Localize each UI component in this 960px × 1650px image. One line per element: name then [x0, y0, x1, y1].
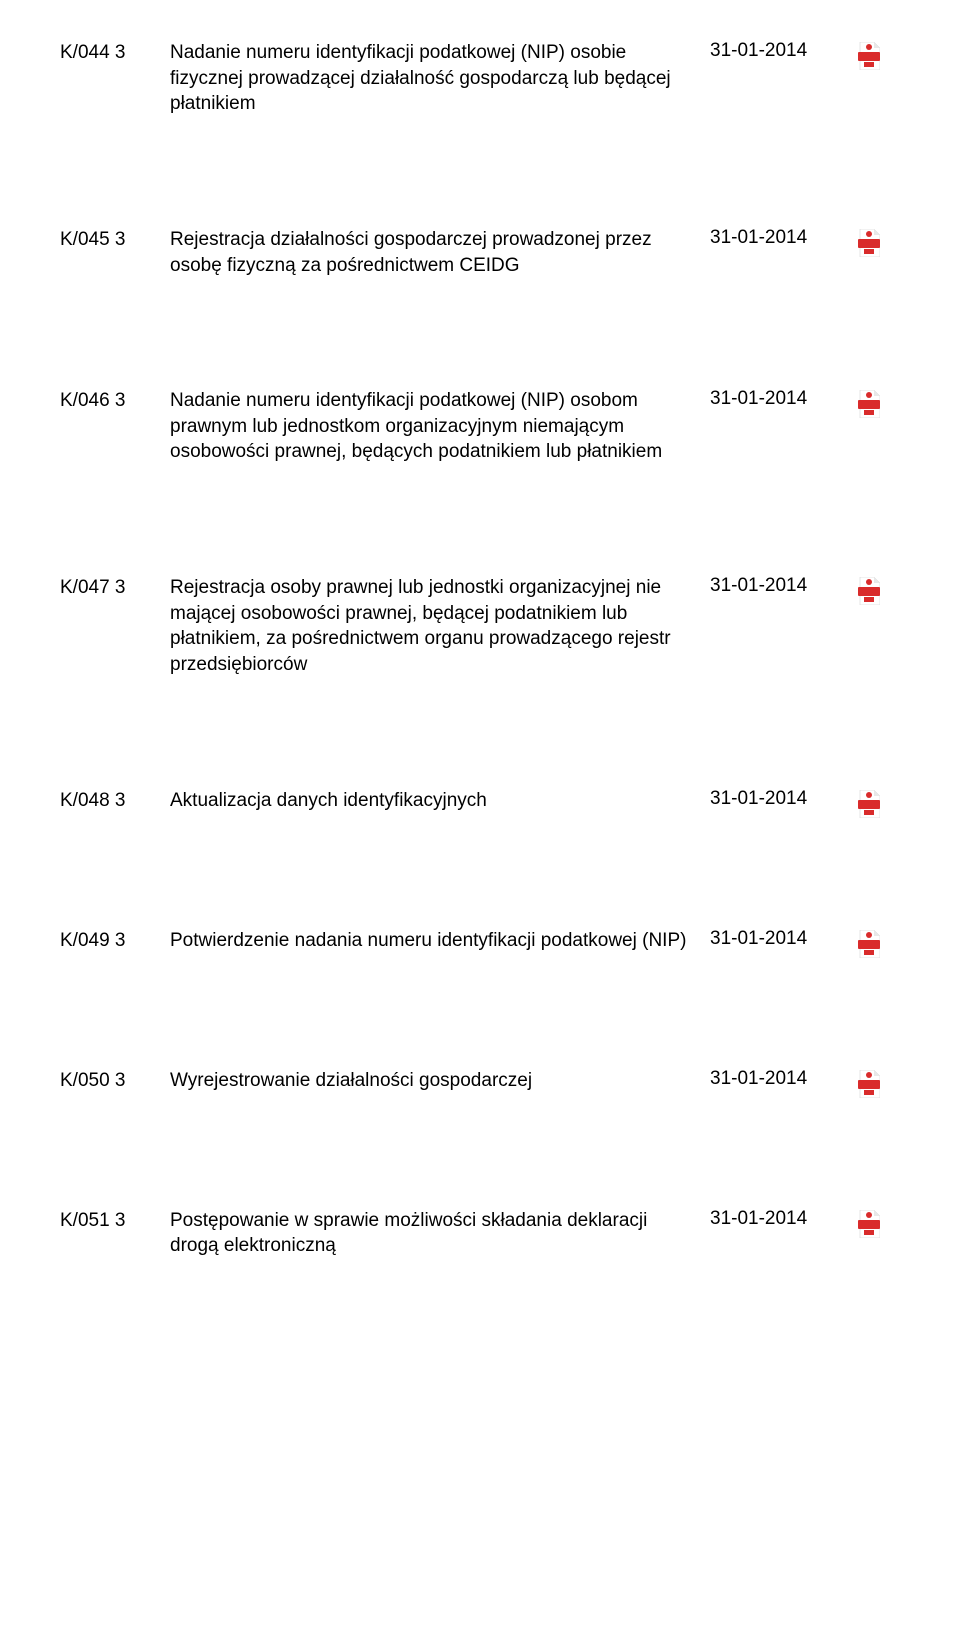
row-icon-cell [840, 575, 880, 605]
row-description: Postępowanie w sprawie możliwości składa… [170, 1208, 710, 1259]
pdf-icon[interactable] [858, 790, 880, 818]
pdf-icon[interactable] [858, 1210, 880, 1238]
table-row: K/047 3 Rejestracja osoby prawnej lub je… [60, 575, 880, 678]
pdf-icon[interactable] [858, 229, 880, 257]
row-description: Rejestracja osoby prawnej lub jednostki … [170, 575, 710, 678]
row-code: K/045 3 [60, 227, 170, 251]
pdf-icon[interactable] [858, 390, 880, 418]
row-date: 31-01-2014 [710, 227, 840, 249]
table-row: K/044 3 Nadanie numeru identyfikacji pod… [60, 40, 880, 117]
row-code: K/048 3 [60, 788, 170, 812]
row-icon-cell [840, 1208, 880, 1238]
row-date: 31-01-2014 [710, 788, 840, 810]
row-icon-cell [840, 227, 880, 257]
row-description: Nadanie numeru identyfikacji podatkowej … [170, 388, 710, 465]
table-row: K/049 3 Potwierdzenie nadania numeru ide… [60, 928, 880, 958]
table-row: K/045 3 Rejestracja działalności gospoda… [60, 227, 880, 278]
row-icon-cell [840, 40, 880, 70]
table-row: K/046 3 Nadanie numeru identyfikacji pod… [60, 388, 880, 465]
row-icon-cell [840, 1068, 880, 1098]
pdf-icon[interactable] [858, 42, 880, 70]
document-page: K/044 3 Nadanie numeru identyfikacji pod… [0, 0, 960, 1339]
row-description: Wyrejestrowanie działalności gospodarcze… [170, 1068, 710, 1094]
pdf-icon[interactable] [858, 1070, 880, 1098]
row-icon-cell [840, 928, 880, 958]
row-code: K/046 3 [60, 388, 170, 412]
row-code: K/051 3 [60, 1208, 170, 1232]
row-date: 31-01-2014 [710, 1068, 840, 1090]
row-icon-cell [840, 388, 880, 418]
row-icon-cell [840, 788, 880, 818]
row-date: 31-01-2014 [710, 1208, 840, 1230]
row-date: 31-01-2014 [710, 388, 840, 410]
table-row: K/048 3 Aktualizacja danych identyfikacy… [60, 788, 880, 818]
row-code: K/047 3 [60, 575, 170, 599]
row-code: K/044 3 [60, 40, 170, 64]
row-date: 31-01-2014 [710, 40, 840, 62]
table-row: K/050 3 Wyrejestrowanie działalności gos… [60, 1068, 880, 1098]
row-description: Aktualizacja danych identyfikacyjnych [170, 788, 710, 814]
row-description: Rejestracja działalności gospodarczej pr… [170, 227, 710, 278]
table-row: K/051 3 Postępowanie w sprawie możliwośc… [60, 1208, 880, 1259]
row-date: 31-01-2014 [710, 928, 840, 950]
row-description: Potwierdzenie nadania numeru identyfikac… [170, 928, 710, 954]
row-description: Nadanie numeru identyfikacji podatkowej … [170, 40, 710, 117]
row-code: K/050 3 [60, 1068, 170, 1092]
row-code: K/049 3 [60, 928, 170, 952]
pdf-icon[interactable] [858, 577, 880, 605]
row-date: 31-01-2014 [710, 575, 840, 597]
pdf-icon[interactable] [858, 930, 880, 958]
